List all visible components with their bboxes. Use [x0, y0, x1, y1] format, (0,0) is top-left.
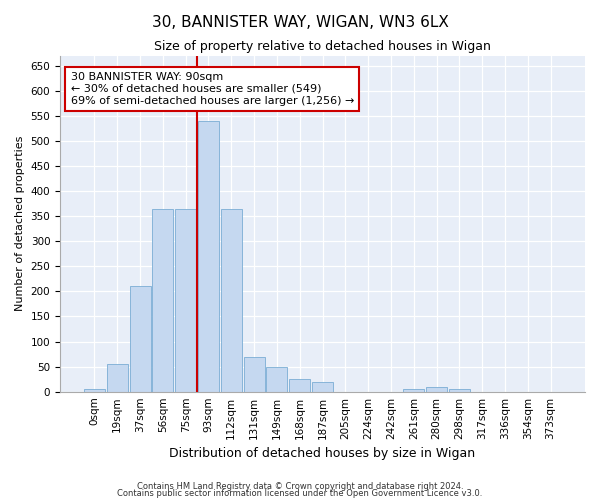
Text: 30, BANNISTER WAY, WIGAN, WN3 6LX: 30, BANNISTER WAY, WIGAN, WN3 6LX: [152, 15, 448, 30]
Bar: [244, 356, 265, 392]
Bar: [84, 389, 105, 392]
Bar: [312, 382, 333, 392]
Bar: [221, 208, 242, 392]
Bar: [449, 389, 470, 392]
Text: Contains HM Land Registry data © Crown copyright and database right 2024.: Contains HM Land Registry data © Crown c…: [137, 482, 463, 491]
Bar: [426, 386, 447, 392]
Bar: [198, 121, 219, 392]
Bar: [289, 379, 310, 392]
Title: Size of property relative to detached houses in Wigan: Size of property relative to detached ho…: [154, 40, 491, 53]
Y-axis label: Number of detached properties: Number of detached properties: [15, 136, 25, 312]
Bar: [175, 208, 196, 392]
Text: 30 BANNISTER WAY: 90sqm
← 30% of detached houses are smaller (549)
69% of semi-d: 30 BANNISTER WAY: 90sqm ← 30% of detache…: [71, 72, 354, 106]
Bar: [130, 286, 151, 392]
Bar: [107, 364, 128, 392]
Bar: [403, 389, 424, 392]
Text: Contains public sector information licensed under the Open Government Licence v3: Contains public sector information licen…: [118, 489, 482, 498]
Bar: [266, 366, 287, 392]
Bar: [152, 208, 173, 392]
X-axis label: Distribution of detached houses by size in Wigan: Distribution of detached houses by size …: [169, 447, 476, 460]
